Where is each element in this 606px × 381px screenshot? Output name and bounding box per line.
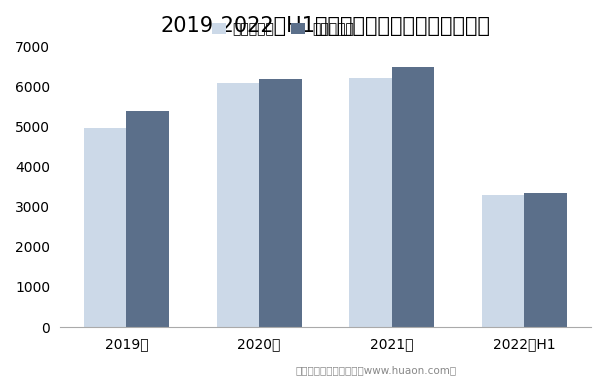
Bar — [259, 79, 302, 327]
Bar — [391, 67, 435, 327]
Title: 2019-2022年H1中锂马矿院空心玻璃微珠产销量: 2019-2022年H1中锂马矿院空心玻璃微珠产销量 — [161, 16, 490, 36]
Text: 制图：华经产业研究院（www.huaon.com）: 制图：华经产业研究院（www.huaon.com） — [295, 365, 456, 375]
Bar — [349, 78, 391, 327]
Legend: 产量（吟）, 销量（吟）: 产量（吟）, 销量（吟） — [206, 17, 359, 42]
Bar — [217, 83, 259, 327]
Bar — [482, 195, 524, 327]
Bar — [84, 128, 127, 327]
Bar — [127, 111, 169, 327]
Bar — [524, 193, 567, 327]
